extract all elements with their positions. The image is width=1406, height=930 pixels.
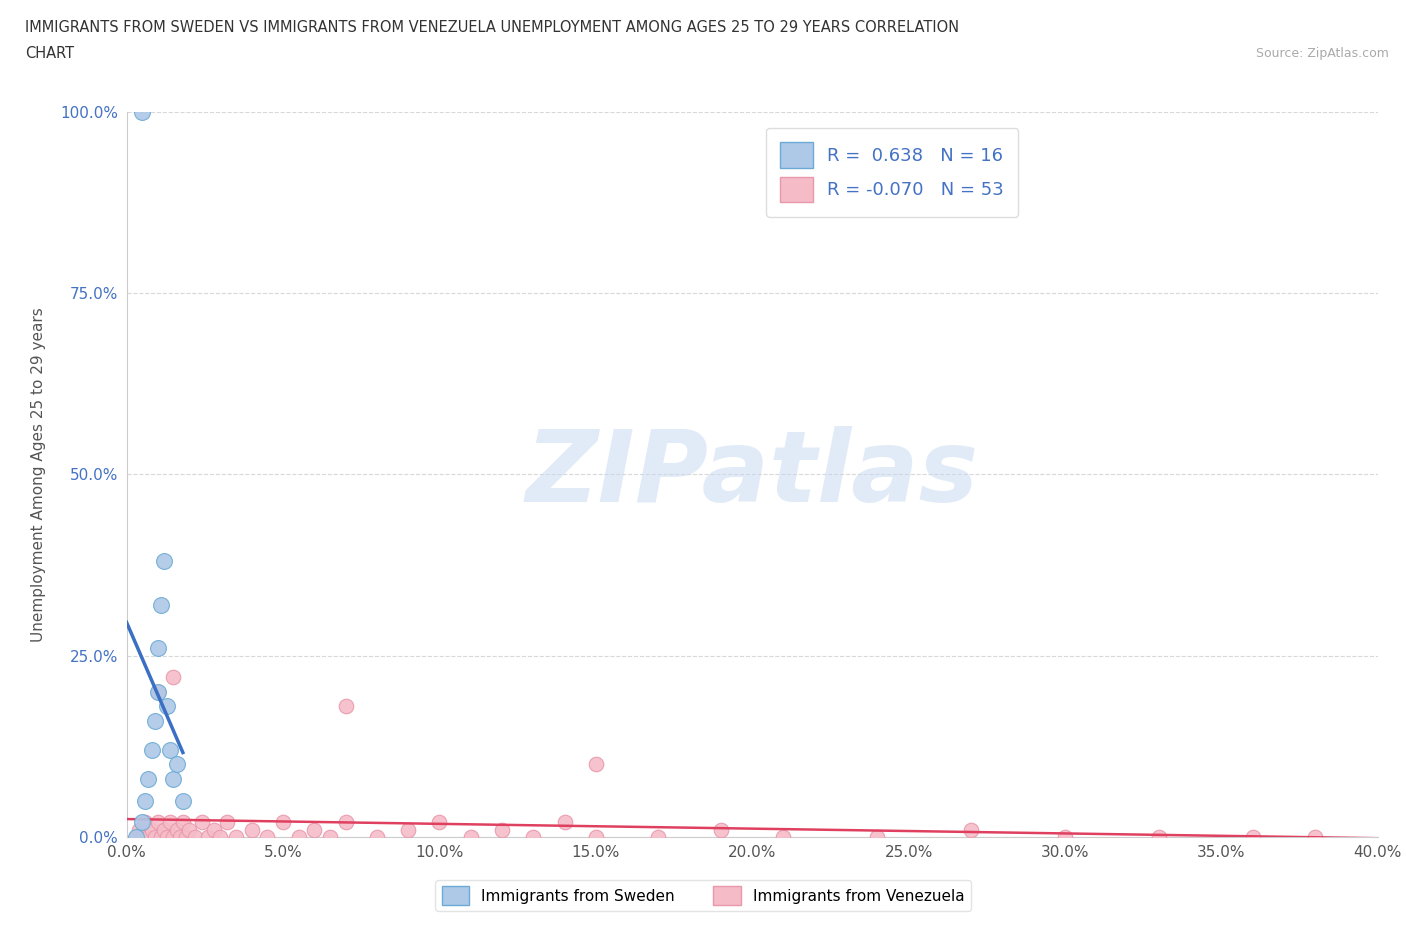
Point	[156, 699, 179, 714]
Point	[169, 830, 191, 844]
Point	[153, 822, 176, 837]
Point	[396, 822, 419, 837]
Point	[319, 830, 342, 844]
Point	[172, 793, 194, 808]
Point	[271, 815, 294, 830]
Point	[141, 742, 163, 757]
Point	[1305, 830, 1327, 844]
Point	[162, 772, 184, 787]
Point	[166, 822, 188, 837]
Point	[162, 830, 184, 844]
Point	[215, 815, 238, 830]
Point	[647, 830, 669, 844]
Point	[177, 822, 201, 837]
Point	[554, 815, 576, 830]
Point	[143, 713, 166, 728]
Point	[256, 830, 278, 844]
Point	[172, 815, 194, 830]
Point	[1241, 830, 1264, 844]
Point	[138, 772, 160, 787]
Point	[125, 830, 148, 844]
Point	[427, 815, 450, 830]
Point	[960, 822, 983, 837]
Point	[159, 742, 181, 757]
Point	[149, 830, 172, 844]
Point	[131, 830, 153, 844]
Point	[141, 822, 163, 837]
Point	[190, 815, 212, 830]
Point	[125, 830, 148, 844]
Point	[866, 830, 889, 844]
Point	[304, 822, 326, 837]
Point	[1147, 830, 1170, 844]
Point	[146, 815, 169, 830]
Text: CHART: CHART	[25, 46, 75, 61]
Text: IMMIGRANTS FROM SWEDEN VS IMMIGRANTS FROM VENEZUELA UNEMPLOYMENT AMONG AGES 25 T: IMMIGRANTS FROM SWEDEN VS IMMIGRANTS FRO…	[25, 20, 959, 35]
Point	[174, 830, 197, 844]
Point	[131, 815, 153, 830]
Point	[585, 757, 607, 772]
Point	[162, 670, 184, 684]
Point	[240, 822, 263, 837]
Point	[166, 757, 188, 772]
Point	[134, 815, 156, 830]
Point	[491, 822, 513, 837]
Point	[197, 830, 219, 844]
Point	[138, 830, 160, 844]
Point	[159, 815, 181, 830]
Point	[522, 830, 544, 844]
Point	[225, 830, 247, 844]
Point	[366, 830, 388, 844]
Point	[209, 830, 232, 844]
Point	[131, 104, 153, 119]
Point	[184, 830, 207, 844]
Point	[143, 830, 166, 844]
Point	[134, 793, 156, 808]
Point	[146, 684, 169, 699]
Point	[335, 815, 357, 830]
Legend: Immigrants from Sweden, Immigrants from Venezuela: Immigrants from Sweden, Immigrants from …	[436, 881, 970, 911]
Point	[146, 641, 169, 656]
Point	[772, 830, 794, 844]
Point	[335, 699, 357, 714]
Point	[1054, 830, 1077, 844]
Legend: R =  0.638   N = 16, R = -0.070   N = 53: R = 0.638 N = 16, R = -0.070 N = 53	[766, 128, 1018, 217]
Y-axis label: Unemployment Among Ages 25 to 29 years: Unemployment Among Ages 25 to 29 years	[31, 307, 46, 642]
Text: Source: ZipAtlas.com: Source: ZipAtlas.com	[1256, 46, 1389, 60]
Text: ZIPatlas: ZIPatlas	[526, 426, 979, 523]
Point	[153, 554, 176, 569]
Point	[710, 822, 733, 837]
Point	[585, 830, 607, 844]
Point	[156, 830, 179, 844]
Point	[460, 830, 482, 844]
Point	[146, 684, 169, 699]
Point	[128, 822, 150, 837]
Point	[149, 597, 172, 612]
Point	[202, 822, 225, 837]
Point	[287, 830, 309, 844]
